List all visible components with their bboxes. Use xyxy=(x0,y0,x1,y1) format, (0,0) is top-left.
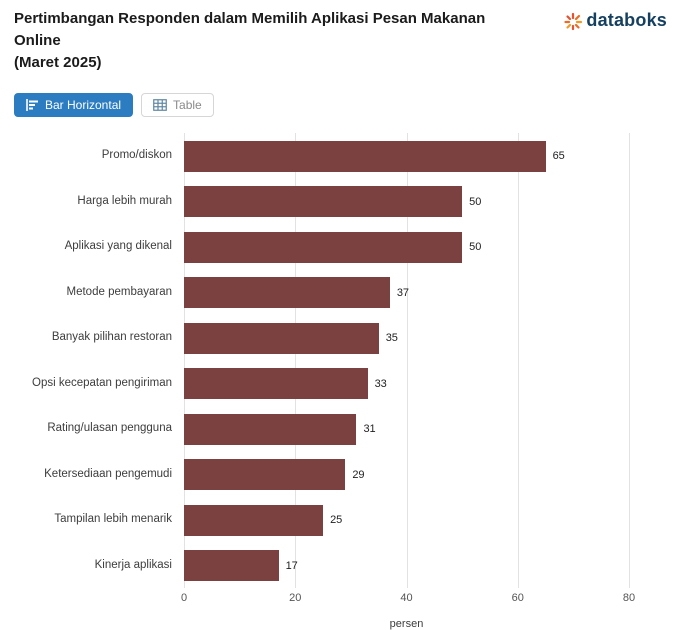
x-tick-label: 20 xyxy=(289,592,302,605)
bar-track: 31 xyxy=(184,406,629,452)
chart-row: Rating/ulasan pengguna 31 xyxy=(14,406,667,452)
view-toggle-toolbar: Bar Horizontal Table xyxy=(14,93,667,118)
x-axis-label: persen xyxy=(389,618,424,630)
bar-track: 65 xyxy=(184,133,629,179)
bar[interactable] xyxy=(184,550,279,581)
bar-track: 33 xyxy=(184,361,629,407)
category-label: Promo/diskon xyxy=(101,149,172,162)
title-line-1: Pertimbangan Responden dalam Memilih Apl… xyxy=(14,10,486,49)
chart-row: Banyak pilihan restoran 35 xyxy=(14,315,667,361)
bar-track: 50 xyxy=(184,179,629,225)
x-axis-ticks: 0 20 40 60 80 xyxy=(180,592,635,608)
table-button[interactable]: Table xyxy=(141,93,214,118)
value-label: 31 xyxy=(363,423,376,435)
table-icon xyxy=(153,99,167,112)
category-label: Kinerja aplikasi xyxy=(94,558,172,571)
title-line-2: (Maret 2025) xyxy=(14,53,102,71)
plot-region: Promo/diskon 65 Harga lebih murah 50 Aplikas… xyxy=(14,133,667,589)
value-label: 65 xyxy=(552,150,565,162)
bar-track: 17 xyxy=(184,543,629,589)
value-label: 35 xyxy=(385,332,398,344)
gridline xyxy=(406,133,408,589)
bar[interactable] xyxy=(184,322,379,354)
chart-row: Ketersediaan pengemudi 29 xyxy=(14,452,667,498)
bar-track: 25 xyxy=(184,497,629,543)
gridline xyxy=(184,133,185,589)
bar-horizontal-button[interactable]: Bar Horizontal xyxy=(14,93,134,118)
bar-horizontal-label: Bar Horizontal xyxy=(45,98,122,113)
category-label: Harga lebih murah xyxy=(77,194,172,207)
gridlines xyxy=(184,133,630,589)
gridline xyxy=(295,133,297,589)
value-label: 29 xyxy=(352,468,365,481)
x-tick-label: 60 xyxy=(511,592,524,605)
page-title: Pertimbangan Responden dalam Memilih Apl… xyxy=(14,8,514,73)
bar[interactable] xyxy=(184,459,346,490)
bar-track: 37 xyxy=(184,270,629,316)
bar[interactable] xyxy=(184,413,357,445)
chart-row: Tampilan lebih menarik 25 xyxy=(14,497,667,543)
databoks-logo[interactable]: databoks xyxy=(563,10,667,31)
table-label: Table xyxy=(173,98,202,113)
bar-track: 35 xyxy=(184,315,629,361)
category-label: Metode pembayaran xyxy=(66,285,172,298)
bar[interactable] xyxy=(184,504,324,536)
bar-track: 50 xyxy=(184,224,629,270)
value-label: 37 xyxy=(396,286,410,299)
chart-row: Kinerja aplikasi 17 xyxy=(14,543,667,589)
bar[interactable] xyxy=(184,186,463,217)
value-label: 17 xyxy=(285,559,298,572)
bar-track: 29 xyxy=(184,452,629,498)
x-tick-label: 40 xyxy=(400,592,413,605)
bar[interactable] xyxy=(184,231,463,263)
x-tick-label: 0 xyxy=(180,592,188,605)
horizontal-bar-chart: Promo/diskon 65 Harga lebih murah 50 Aplikas… xyxy=(14,133,667,630)
category-label: Ketersediaan pengemudi xyxy=(44,467,172,480)
chart-row: Harga lebih murah 50 xyxy=(14,179,667,225)
category-label: Opsi kecepatan pengiriman xyxy=(32,376,172,389)
category-label: Tampilan lebih menarik xyxy=(54,513,172,526)
category-label: Rating/ulasan pengguna xyxy=(47,422,172,435)
bar[interactable] xyxy=(184,140,546,172)
bar[interactable] xyxy=(184,368,368,399)
gridline xyxy=(517,133,519,589)
value-label: 33 xyxy=(374,377,387,390)
value-label: 50 xyxy=(469,195,482,208)
value-label: 50 xyxy=(469,241,482,253)
bar-chart-icon xyxy=(26,99,39,112)
chart-row: Promo/diskon 65 xyxy=(14,133,667,179)
chart-row: Metode pembayaran 37 xyxy=(14,270,667,316)
gridline xyxy=(629,133,630,589)
chart-rows: Promo/diskon 65 Harga lebih murah 50 Aplikas… xyxy=(14,133,667,588)
databoks-wordmark: databoks xyxy=(586,10,667,30)
chart-row: Aplikasi yang dikenal 50 xyxy=(14,224,667,270)
category-label: Aplikasi yang dikenal xyxy=(64,240,172,253)
header: Pertimbangan Responden dalam Memilih Apl… xyxy=(14,8,667,73)
chart-row: Opsi kecepatan pengiriman 33 xyxy=(14,361,667,407)
databoks-burst-icon xyxy=(563,11,583,31)
category-label: Banyak pilihan restoran xyxy=(51,331,172,344)
bar[interactable] xyxy=(184,277,390,308)
x-tick-label: 80 xyxy=(622,592,636,605)
value-label: 25 xyxy=(330,514,343,526)
